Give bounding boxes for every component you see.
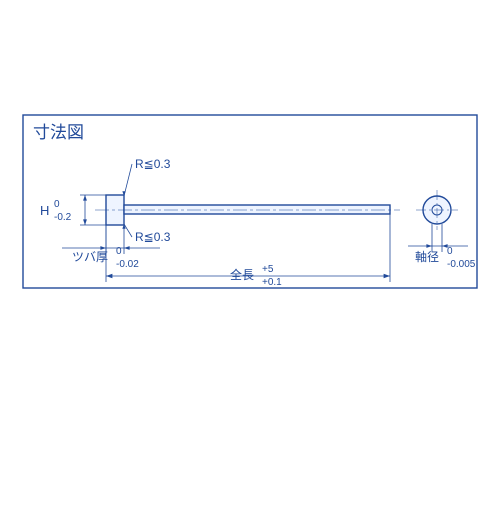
- label-shaft-dia: 軸径: [415, 250, 439, 264]
- label-r-bot: R≦0.3: [135, 230, 171, 244]
- svg-text:-0.2: -0.2: [54, 212, 72, 223]
- label-tsuba: ツバ厚: [72, 250, 108, 264]
- drawing-title: 寸法図: [33, 123, 84, 142]
- svg-text:0: 0: [116, 246, 122, 257]
- label-H: H: [40, 203, 49, 218]
- label-r-top: R≦0.3: [135, 157, 171, 171]
- svg-text:0: 0: [54, 199, 60, 210]
- label-length: 全長: [230, 267, 254, 282]
- svg-text:-0.005: -0.005: [447, 259, 476, 270]
- svg-text:+5: +5: [262, 264, 274, 275]
- svg-text:0: 0: [447, 246, 453, 257]
- pin-shaft: [124, 205, 390, 214]
- svg-text:-0.02: -0.02: [116, 259, 139, 270]
- svg-text:+0.1: +0.1: [262, 277, 282, 288]
- dimension-drawing: 寸法図 R≦0.3 R≦0.3 H 0 -0.2 ツバ厚 0 -0.02 全長 +5 +0.1 軸径…: [0, 0, 500, 500]
